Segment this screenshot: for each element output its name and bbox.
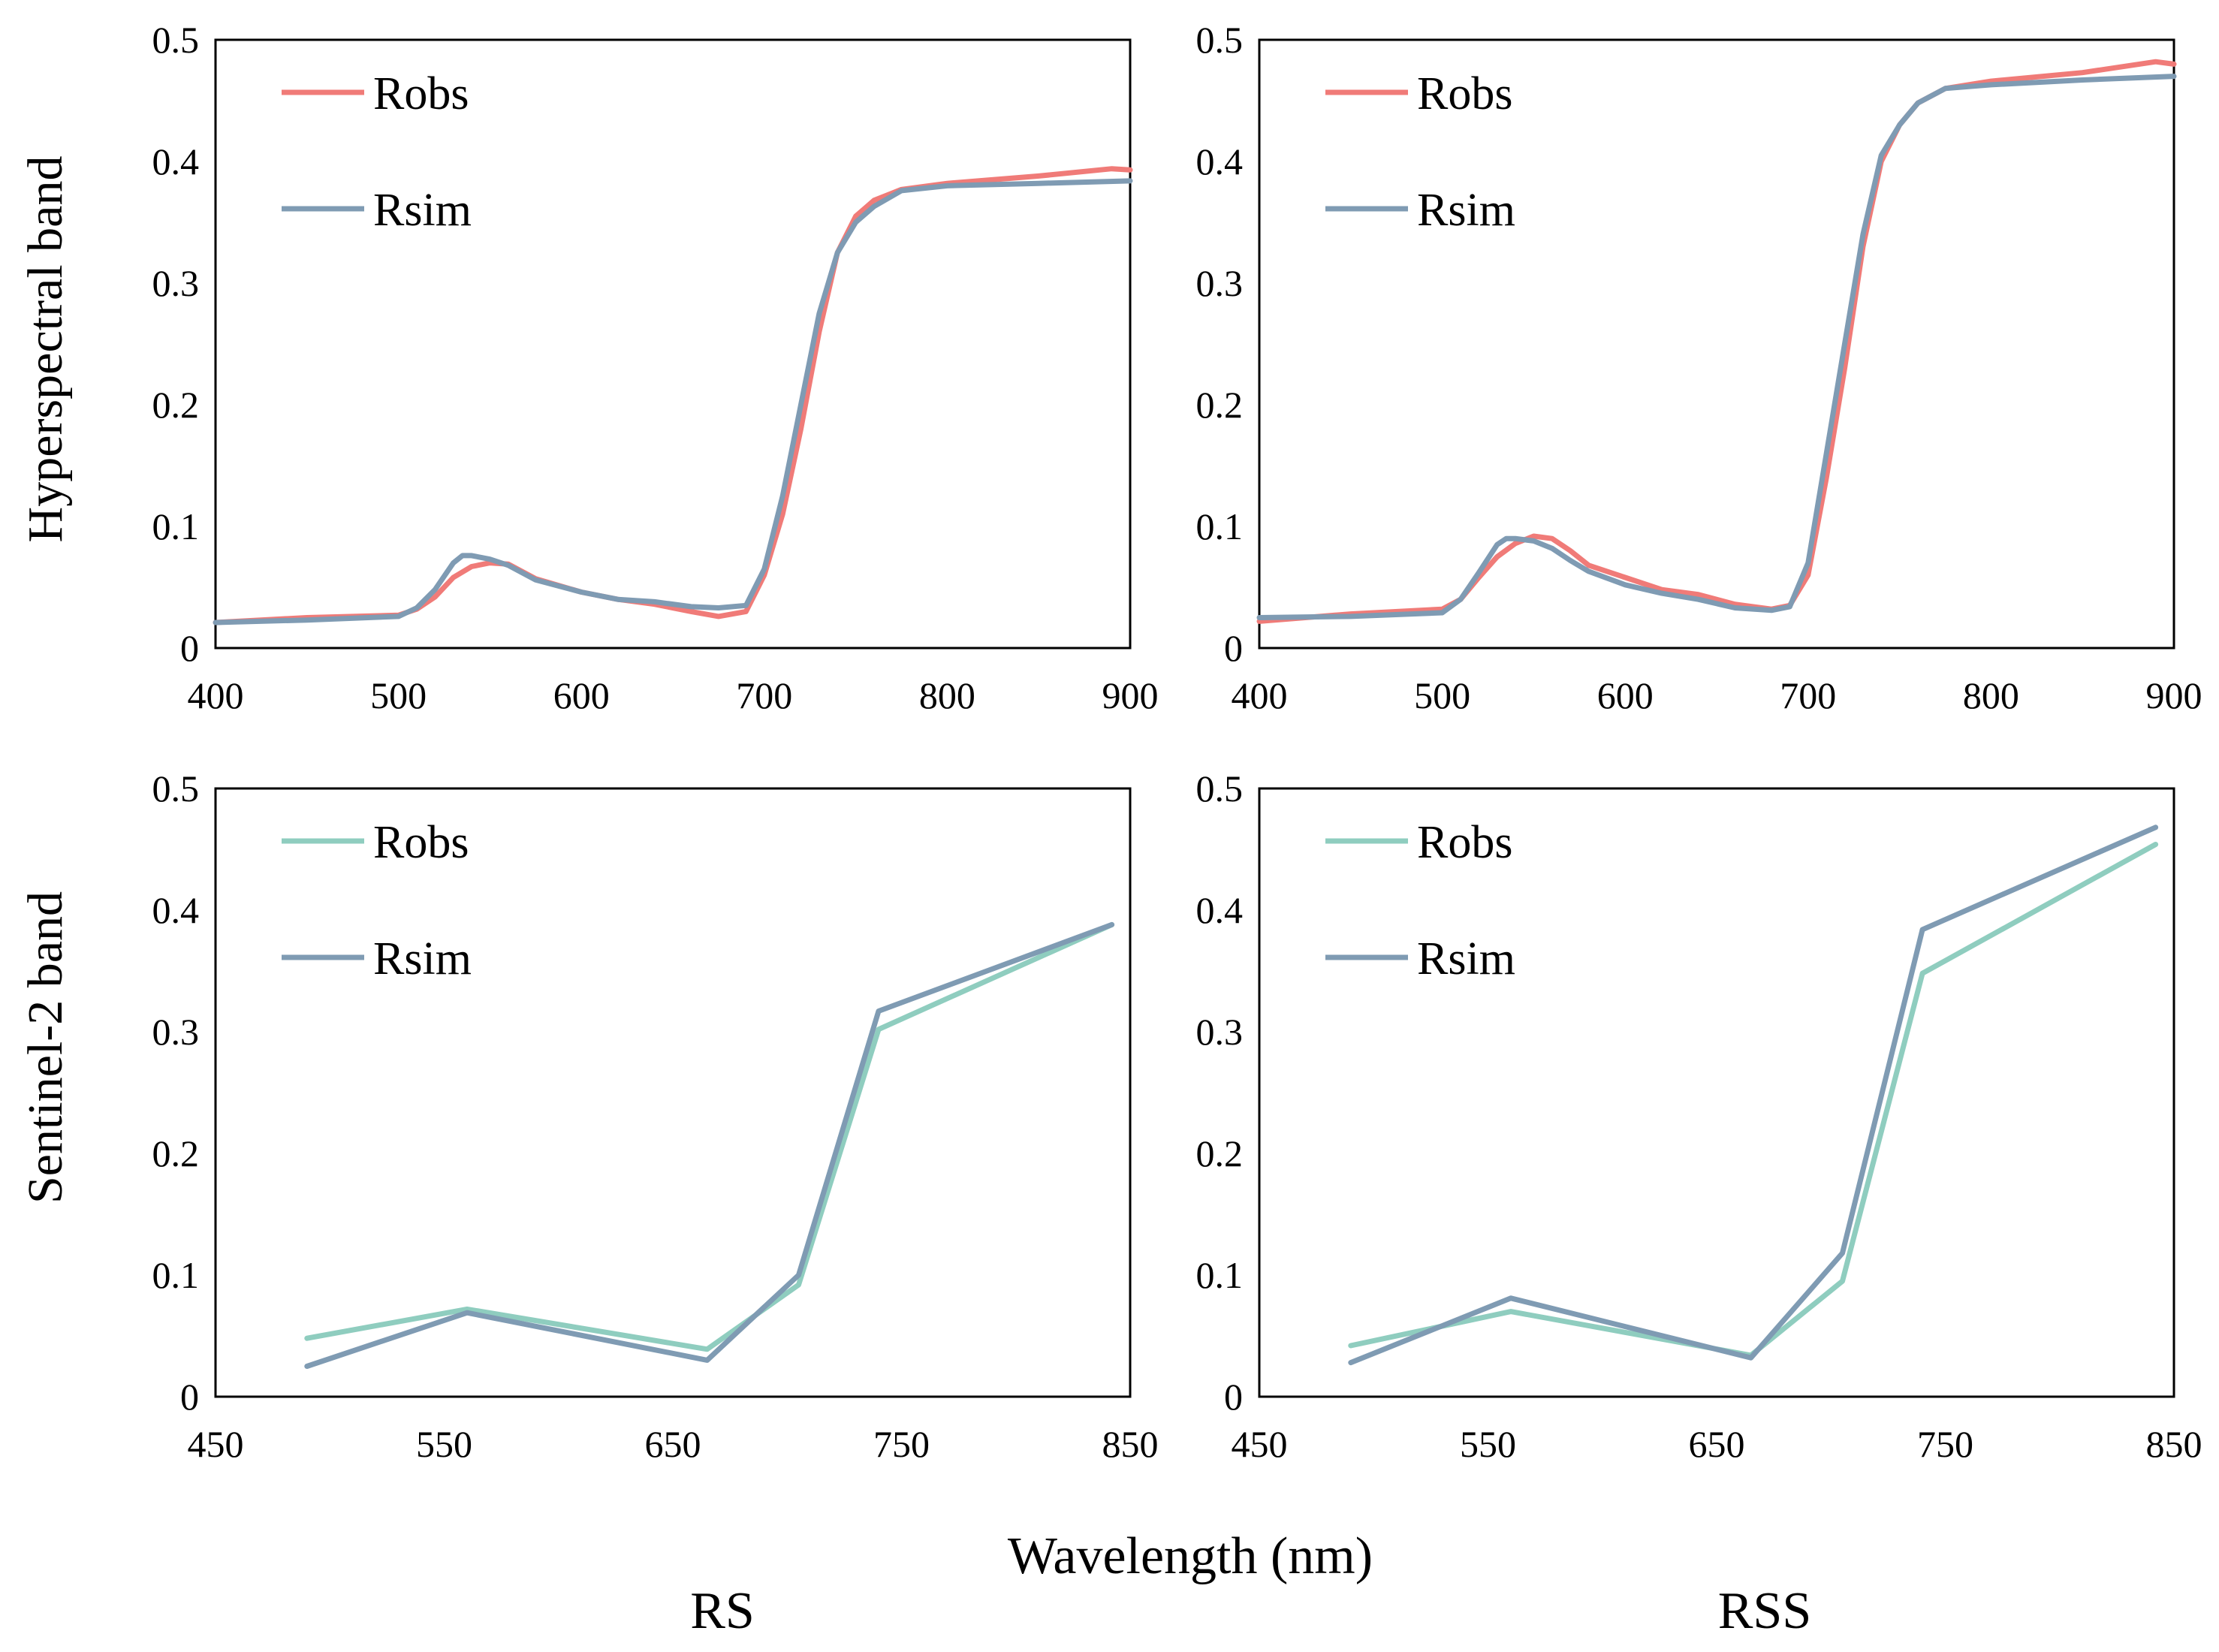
series-line-rsim xyxy=(1348,824,2159,1366)
x-axis-label: Wavelength (nm) xyxy=(1008,1527,1373,1585)
column-label-rs: RS xyxy=(690,1582,755,1640)
y-tick-label: 0.5 xyxy=(1196,19,1244,61)
chart-s2-rss: 0 0.1 0.2 0.3 0.4 0.5 450 550 650 750 850 Robs Rsim xyxy=(1196,767,2202,1465)
legend-label-rsim: Rsim xyxy=(1417,185,1515,236)
x-tick-label: 750 xyxy=(873,1423,930,1465)
y-tick-label: 0.5 xyxy=(1196,767,1244,809)
plot-frame xyxy=(214,787,1132,1398)
legend-label-robs: Robs xyxy=(1417,68,1512,119)
plot-frame xyxy=(1258,787,2175,1398)
series-line-robs xyxy=(1348,842,2159,1358)
chart-hyper-rs: 0 0.1 0.2 0.3 0.4 0.5 400 500 600 700 800 900 Robs Rs… xyxy=(152,19,1159,716)
x-tick-label: 900 xyxy=(2146,674,2202,716)
row-label-hyperspectral: Hyperspectral band xyxy=(18,156,73,543)
x-tick-label: 600 xyxy=(1597,674,1654,716)
y-tick-label: 0 xyxy=(1224,1376,1243,1418)
y-tick-label: 0.3 xyxy=(152,1011,200,1053)
x-tick-label: 850 xyxy=(1102,1423,1159,1465)
y-tick-label: 0.4 xyxy=(1196,140,1244,182)
series-line-rsim xyxy=(1256,74,2177,620)
chart-s2-rs: 0 0.1 0.2 0.3 0.4 0.5 450 550 650 750 850 Robs Rsim xyxy=(152,767,1159,1465)
x-tick-label: 600 xyxy=(553,674,610,716)
x-tick-label: 650 xyxy=(1689,1423,1745,1465)
x-tick-label: 700 xyxy=(1780,674,1836,716)
y-tick-label: 0.2 xyxy=(1196,1132,1244,1174)
y-tick-label: 0.1 xyxy=(1196,1254,1244,1296)
x-tick-label: 550 xyxy=(416,1423,472,1465)
y-tick-label: 0.5 xyxy=(152,767,200,809)
series-line-robs xyxy=(213,166,1133,626)
legend-label-rsim: Rsim xyxy=(373,933,472,984)
series-line-rsim xyxy=(213,178,1133,626)
column-label-rss: RSS xyxy=(1718,1582,1812,1640)
x-tick-label: 500 xyxy=(370,674,427,716)
y-tick-label: 0 xyxy=(180,627,199,669)
y-tick-label: 0.3 xyxy=(1196,262,1244,304)
y-tick-label: 0.4 xyxy=(152,889,200,931)
plot-frame xyxy=(1258,38,2175,650)
y-tick-label: 0.4 xyxy=(1196,889,1244,931)
x-tick-label: 750 xyxy=(1917,1423,1973,1465)
legend-label-robs: Robs xyxy=(373,68,469,119)
y-tick-label: 0.4 xyxy=(152,140,200,182)
plots-layer: 0 0.1 0.2 0.3 0.4 0.5 400 500 600 700 800 900 Robs Rs… xyxy=(152,19,2202,1465)
row-label-sentinel2: Sentinel-2 band xyxy=(18,891,73,1204)
y-tick-label: 0.2 xyxy=(1196,384,1244,426)
legend-label-rsim: Rsim xyxy=(373,185,472,236)
legend-label-rsim: Rsim xyxy=(1417,933,1515,984)
y-tick-label: 0.2 xyxy=(152,384,200,426)
legend-label-robs: Robs xyxy=(1417,817,1512,868)
y-tick-label: 0.2 xyxy=(152,1132,200,1174)
y-tick-label: 0 xyxy=(1224,627,1243,669)
x-tick-label: 550 xyxy=(1460,1423,1516,1465)
x-tick-label: 450 xyxy=(1232,1423,1288,1465)
series-line-robs xyxy=(1256,59,2177,624)
y-tick-label: 0.1 xyxy=(1196,505,1244,547)
y-tick-label: 0.3 xyxy=(152,262,200,304)
x-tick-label: 800 xyxy=(919,674,975,716)
series-line-robs xyxy=(304,921,1115,1352)
y-tick-label: 0.1 xyxy=(152,1254,200,1296)
plot-frame xyxy=(214,38,1132,650)
x-tick-label: 850 xyxy=(2146,1423,2202,1465)
x-tick-label: 800 xyxy=(1963,674,2019,716)
y-tick-label: 0 xyxy=(180,1376,199,1418)
x-tick-label: 400 xyxy=(1232,674,1288,716)
x-tick-label: 900 xyxy=(1102,674,1159,716)
x-tick-label: 700 xyxy=(736,674,792,716)
x-tick-label: 650 xyxy=(645,1423,701,1465)
x-tick-label: 400 xyxy=(188,674,244,716)
y-tick-label: 0.5 xyxy=(152,19,200,61)
x-tick-label: 450 xyxy=(188,1423,244,1465)
series-line-rsim xyxy=(304,921,1115,1369)
y-tick-label: 0.1 xyxy=(152,505,200,547)
x-tick-label: 500 xyxy=(1414,674,1470,716)
legend-label-robs: Robs xyxy=(373,817,469,868)
chart-hyper-rss: 0 0.1 0.2 0.3 0.4 0.5 400 500 600 700 800 900 Robs Rs… xyxy=(1196,19,2202,716)
y-tick-label: 0.3 xyxy=(1196,1011,1244,1053)
